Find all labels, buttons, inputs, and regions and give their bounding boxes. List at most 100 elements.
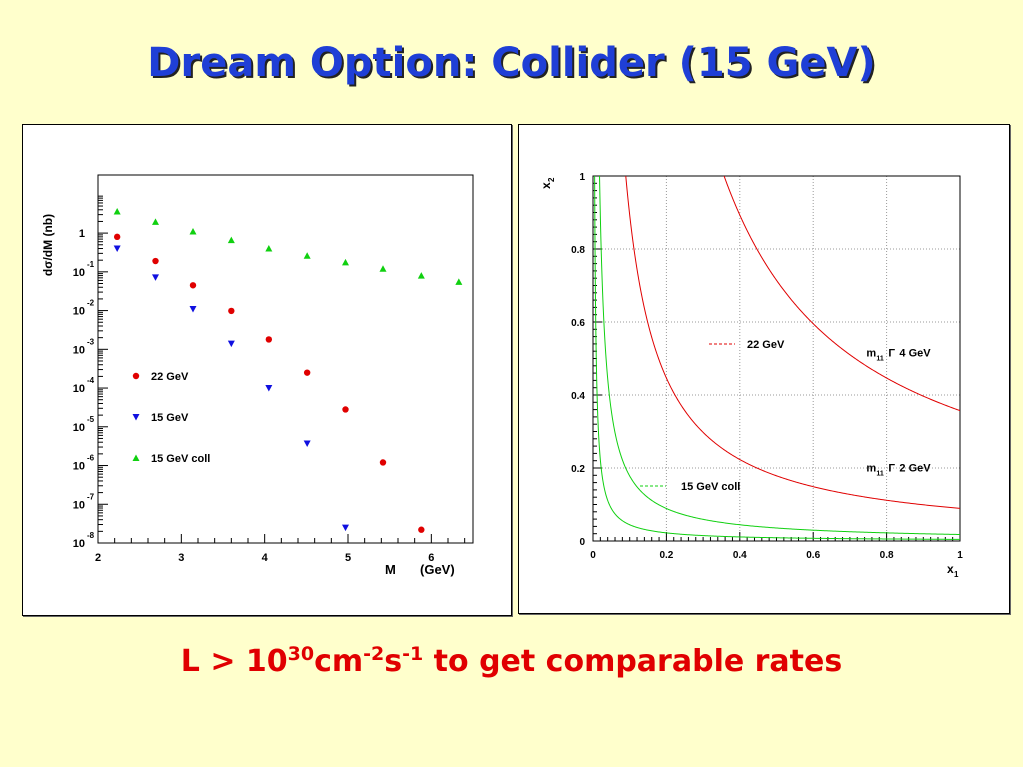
data-point	[113, 233, 121, 241]
y-tick-exponent: -1	[87, 260, 95, 269]
y-axis-label-sub: 2	[547, 177, 556, 182]
data-point	[379, 265, 387, 272]
legend-marker	[132, 454, 140, 461]
data-point	[227, 236, 235, 244]
y-tick-label: 10	[73, 267, 85, 279]
legend-label: 15 GeV	[151, 412, 189, 424]
curve-22-gev	[723, 176, 960, 412]
curve-22-gev	[625, 176, 960, 509]
caption-prefix: L > 10	[180, 644, 288, 679]
series-15-gev-coll	[113, 208, 463, 285]
y-tick-label: 10	[73, 422, 85, 434]
caption-exp1: 30	[287, 643, 315, 665]
data-point	[303, 252, 311, 259]
y-tick-label: 1	[579, 172, 585, 183]
y-tick-label: 0	[579, 537, 585, 548]
data-point	[228, 307, 235, 315]
luminosity-caption: L > 1030cm-2s-1 to get comparable rates	[0, 643, 1023, 679]
mass-spectrum-panel: 2 3 4 5 6 1 10 -1 10 -2 10 -3 10 -4 10 -5 10 -6 10 -7 10 -8 M(…	[22, 124, 512, 616]
data-point	[152, 218, 159, 225]
data-point	[265, 245, 273, 252]
x-tick-label: 0	[590, 550, 596, 561]
y-tick-exponent: -4	[87, 376, 95, 385]
data-point	[189, 228, 197, 235]
y-tick-label: 1	[79, 228, 85, 240]
annotation-main: m	[866, 348, 876, 360]
annotation-symbol: Γ	[888, 463, 895, 475]
data-point	[342, 524, 349, 532]
caption-exp3: -1	[402, 643, 424, 665]
x-tick-label: 0.6	[806, 550, 820, 561]
plot-frame	[97, 174, 474, 544]
data-point	[418, 526, 425, 533]
x1-x2-panel: 0 0.2 0.4 0.6 0.8 1 0 0.2 0.4 0.6 0.8 1 x 1 x 2 22 GeV 15…	[518, 124, 1010, 614]
y-tick-label: 10	[73, 306, 85, 318]
series-22-gev	[113, 233, 425, 533]
y-tick-exponent: -2	[87, 299, 95, 308]
annotation-value: 2 GeV	[899, 463, 931, 475]
data-point	[342, 406, 349, 413]
data-point	[455, 278, 463, 285]
annotation-sub: 11	[876, 471, 884, 478]
caption-unit1: cm	[314, 644, 364, 679]
y-tick-label: 0.4	[571, 391, 585, 402]
data-point	[189, 282, 197, 289]
y-tick-label: 0.8	[571, 245, 585, 256]
x-tick-label: 5	[345, 552, 351, 564]
data-point	[152, 274, 159, 281]
data-point	[113, 245, 121, 253]
x-tick-label: 0.2	[659, 550, 673, 561]
x-axis-unit: (GeV)	[420, 562, 455, 577]
x-axis-label: M	[385, 562, 396, 577]
y-tick-exponent: -7	[87, 492, 95, 501]
y-tick-exponent: -3	[87, 337, 95, 346]
y-tick-label: 10	[73, 538, 85, 550]
x-tick-label: 3	[178, 552, 184, 564]
y-tick-label: 0.2	[571, 464, 585, 475]
data-point	[113, 208, 121, 215]
legend-label: 22 GeV	[747, 339, 785, 351]
y-tick-exponent: -5	[87, 415, 95, 424]
caption-exp2: -2	[363, 643, 385, 665]
x-axis-label-sub: 1	[954, 570, 959, 579]
y-tick-label: 10	[73, 499, 85, 511]
y-axis-label-main: x	[539, 182, 553, 189]
x-tick-label: 4	[262, 552, 269, 564]
caption-unit2: s	[384, 644, 403, 679]
data-point	[189, 305, 197, 313]
y-tick-label: 10	[73, 461, 85, 473]
legend-marker	[132, 414, 140, 421]
legend-label: 15 GeV coll	[151, 453, 210, 465]
y-tick-label: 0.6	[571, 318, 585, 329]
data-point	[152, 257, 159, 265]
curve-15-gev-coll	[599, 176, 960, 535]
annotation-main: m	[866, 463, 876, 475]
y-tick-exponent: -6	[87, 454, 95, 463]
x-tick-label: 2	[95, 552, 101, 564]
y-tick-label: 10	[73, 383, 85, 395]
caption-suffix: to get comparable rates	[423, 644, 843, 679]
legend-label: 22 GeV	[151, 371, 189, 383]
data-point	[417, 272, 425, 279]
data-point	[303, 369, 311, 376]
y-tick-label: 10	[73, 344, 85, 356]
data-point	[227, 340, 235, 348]
mass-annotation: m 11 Γ 2 GeV	[866, 463, 931, 478]
legend-label: 15 GeV coll	[681, 481, 740, 493]
slide-title: Dream Option: Collider (15 GeV)	[147, 40, 876, 86]
x-tick-label: 1	[957, 550, 963, 561]
data-point	[265, 336, 273, 343]
data-point	[303, 440, 311, 448]
annotation-symbol: Γ	[888, 348, 895, 360]
annotation-value: 4 GeV	[899, 348, 931, 360]
x-tick-label: 0.8	[880, 550, 894, 561]
curve-15-gev-coll	[594, 176, 960, 540]
mass-annotation: m 11 Γ 4 GeV	[866, 348, 931, 363]
series-15-gev	[113, 245, 349, 532]
y-axis-label: x2	[539, 177, 556, 189]
y-tick-exponent: -8	[87, 531, 95, 540]
y-axis-label: dσ/dM (nb)	[41, 214, 55, 276]
x-axis-label-main: x	[947, 562, 954, 576]
